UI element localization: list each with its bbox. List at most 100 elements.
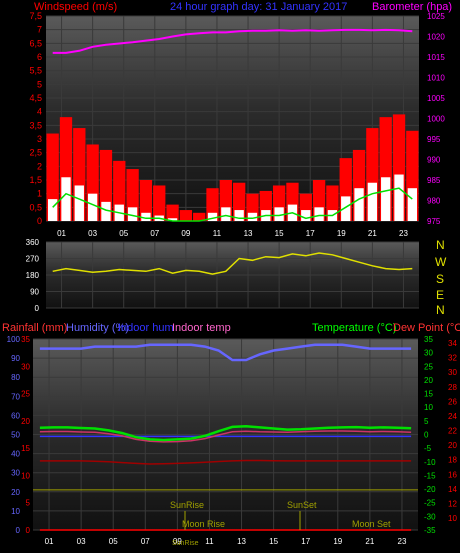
x-tick-label-bottom: 13 bbox=[237, 537, 246, 546]
temperature-y-tick: 25 bbox=[424, 362, 433, 371]
barometer-y-tick: 1020 bbox=[427, 33, 445, 42]
gust-bar bbox=[166, 204, 179, 221]
x-tick-label: 07 bbox=[150, 229, 159, 238]
dewpoint-y-tick: 18 bbox=[448, 456, 457, 465]
wind-y-tick: 6 bbox=[37, 52, 42, 62]
barometer-y-tick: 1005 bbox=[427, 94, 445, 103]
rainfall-y-tick: 25 bbox=[21, 390, 30, 399]
barometer-line bbox=[52, 28, 413, 54]
dewpoint-y-tick: 20 bbox=[448, 441, 457, 450]
wind-y-tick: 1,5 bbox=[29, 175, 42, 185]
dewpoint-y-tick: 24 bbox=[448, 412, 457, 421]
temperature-y-tick: 15 bbox=[424, 390, 433, 399]
temperature-y-tick: -5 bbox=[424, 444, 432, 453]
gust-bar bbox=[139, 180, 153, 221]
x-tick-label-bottom: 15 bbox=[269, 537, 278, 546]
x-tick-label: 21 bbox=[368, 229, 377, 238]
barometer-y-tick: 985 bbox=[427, 176, 441, 185]
x-tick-label: 03 bbox=[88, 229, 97, 238]
x-tick-label: 23 bbox=[399, 229, 408, 238]
average-bar bbox=[48, 199, 58, 221]
dewpoint-y-tick: 16 bbox=[448, 470, 457, 479]
x-tick-label: 15 bbox=[275, 229, 284, 238]
gust-bar bbox=[153, 185, 166, 221]
temperature-y-tick: -35 bbox=[424, 526, 436, 535]
x-tick-label: 05 bbox=[119, 229, 128, 238]
x-tick-label-bottom: 11 bbox=[205, 537, 214, 546]
barometer-y-tick: 995 bbox=[427, 135, 441, 144]
barometer-y-tick: 1010 bbox=[427, 74, 445, 83]
x-tick-label: 17 bbox=[306, 229, 315, 238]
indoor-hum-title: Indoor hum bbox=[118, 322, 174, 334]
dewpoint-y-tick: 22 bbox=[448, 427, 457, 436]
sunrise-small-label: SunRise bbox=[172, 540, 199, 547]
barometer-title: Barometer (hpa) bbox=[372, 1, 452, 13]
x-tick-label: 01 bbox=[57, 229, 66, 238]
wind-y-tick: 1 bbox=[37, 189, 42, 199]
temperature-y-tick: 5 bbox=[424, 417, 429, 426]
dewpoint-y-tick: 14 bbox=[448, 485, 457, 494]
humidity-y-tick: 40 bbox=[11, 450, 20, 459]
average-bar bbox=[207, 212, 218, 221]
dew-point-title: Dew Point (°C) bbox=[393, 322, 460, 334]
rainfall-y-tick: 5 bbox=[26, 499, 31, 508]
wind-y-tick: 7,5 bbox=[29, 11, 42, 21]
wind-y-tick: 0 bbox=[37, 216, 42, 226]
humidity-y-tick: 0 bbox=[16, 526, 21, 535]
axes: 0 0,5 1 1,5 2 2,5 3 3,5 4 4,5 5 5,5 6 6,5 7 7,5 975 980 98… bbox=[7, 11, 458, 546]
rainfall-y-tick: 30 bbox=[21, 362, 30, 371]
x-tick-label-bottom: 23 bbox=[398, 537, 407, 546]
average-bar bbox=[74, 185, 84, 221]
chart-marks bbox=[33, 28, 419, 531]
x-tick-label-bottom: 07 bbox=[141, 537, 150, 546]
direction-y-tick: 0 bbox=[35, 304, 40, 313]
average-bar bbox=[234, 210, 244, 221]
direction-y-tick: 360 bbox=[26, 238, 40, 247]
average-bar bbox=[141, 212, 151, 221]
x-tick-label: 19 bbox=[337, 229, 346, 238]
moonrise-label: Moon Rise bbox=[182, 519, 225, 529]
temperature-y-tick: 10 bbox=[424, 403, 433, 412]
humidity-y-tick: 20 bbox=[11, 488, 20, 497]
temperature-y-tick: 0 bbox=[424, 431, 429, 440]
x-tick-label-bottom: 17 bbox=[301, 537, 310, 546]
average-bar bbox=[221, 207, 231, 221]
moonset-label: Moon Set bbox=[352, 519, 391, 529]
average-bar bbox=[394, 174, 404, 221]
rainfall-title: Rainfall (mm) bbox=[2, 322, 67, 334]
rainfall-y-tick: 0 bbox=[26, 526, 31, 535]
humidity-y-tick: 90 bbox=[11, 354, 20, 363]
compass-labels: N W S E N bbox=[435, 238, 447, 317]
wind-y-tick: 7 bbox=[37, 25, 42, 35]
temperature-title: Temperature (°C) bbox=[312, 322, 396, 334]
average-bar bbox=[87, 193, 98, 221]
average-bar bbox=[61, 177, 71, 221]
wind-y-tick: 3 bbox=[37, 134, 42, 144]
barometer-y-tick: 975 bbox=[427, 217, 441, 226]
indoor-temp-line bbox=[39, 459, 412, 465]
wind-y-tick: 3,5 bbox=[29, 120, 42, 130]
rainfall-y-tick: 35 bbox=[21, 335, 30, 344]
humidity-y-tick: 80 bbox=[11, 373, 20, 382]
sunrise-label: SunRise bbox=[170, 500, 204, 510]
dewpoint-y-tick: 12 bbox=[448, 499, 457, 508]
dewpoint-y-tick: 34 bbox=[448, 339, 457, 348]
average-bar bbox=[407, 188, 417, 221]
average-bar bbox=[367, 182, 378, 221]
temperature-y-tick: -20 bbox=[424, 485, 436, 494]
wind-y-tick: 6,5 bbox=[29, 38, 42, 48]
x-tick-label: 13 bbox=[244, 229, 253, 238]
wind-y-tick: 5 bbox=[37, 79, 42, 89]
wind-y-tick: 4,5 bbox=[29, 93, 42, 103]
humidity-line bbox=[39, 343, 412, 362]
wind-y-tick: 4 bbox=[37, 107, 42, 117]
temperature-y-tick: -30 bbox=[424, 512, 436, 521]
humidity-y-tick: 70 bbox=[11, 392, 20, 401]
humidity-y-tick: 100 bbox=[7, 335, 21, 344]
x-tick-label-bottom: 03 bbox=[77, 537, 86, 546]
x-tick-label: 11 bbox=[213, 229, 222, 238]
compass-w: W bbox=[435, 255, 447, 269]
barometer-y-tick: 1015 bbox=[427, 53, 445, 62]
average-bar bbox=[247, 212, 258, 221]
